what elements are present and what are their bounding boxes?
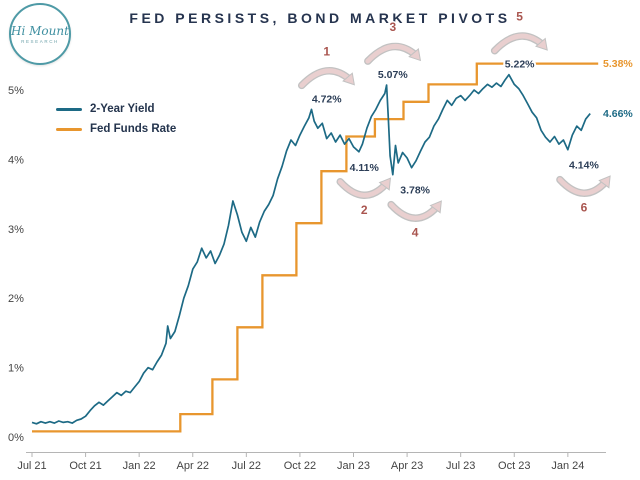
svg-text:Oct 23: Oct 23 <box>498 460 530 472</box>
annotation-value-1: 4.72% <box>312 93 342 105</box>
logo-text-himount: Hi Mount <box>11 23 69 38</box>
svg-text:Jan 22: Jan 22 <box>123 460 156 472</box>
logo-text-research: RESEARCH <box>21 38 59 44</box>
svg-text:Jul 21: Jul 21 <box>17 460 46 472</box>
svg-text:3%: 3% <box>8 224 24 236</box>
svg-text:Apr 22: Apr 22 <box>177 460 209 472</box>
annotation-value-6: 4.14% <box>569 160 599 172</box>
svg-text:0%: 0% <box>8 432 24 444</box>
svg-text:5%: 5% <box>8 85 24 97</box>
end-label-4.66%: 4.66% <box>603 108 633 120</box>
annotation-number-1: 1 <box>323 44 330 58</box>
annotation-number-6: 6 <box>581 201 588 215</box>
svg-text:Jul 23: Jul 23 <box>446 460 475 472</box>
svg-text:Jul 22: Jul 22 <box>232 460 261 472</box>
svg-text:4%: 4% <box>8 154 24 166</box>
legend-item-fed-funds: Fed Funds Rate <box>56 123 176 135</box>
annotation-number-3: 3 <box>389 20 396 34</box>
himount-logo: Hi Mount RESEARCH <box>9 3 71 65</box>
svg-text:Oct 21: Oct 21 <box>69 460 101 472</box>
legend-label-fed-funds: Fed Funds Rate <box>90 123 177 135</box>
end-label-5.38%: 5.38% <box>603 58 633 70</box>
chart-title: FED PERSISTS, BOND MARKET PIVOTS <box>129 10 511 26</box>
svg-text:Apr 23: Apr 23 <box>391 460 423 472</box>
legend-swatch-fed-funds <box>56 127 82 131</box>
svg-text:Jan 24: Jan 24 <box>551 460 584 472</box>
legend-swatch-2yr-yield <box>56 107 82 111</box>
annotation-value-4: 3.78% <box>400 185 430 197</box>
svg-text:2%: 2% <box>8 293 24 305</box>
annotation-value-2: 4.11% <box>350 162 380 174</box>
annotation-number-4: 4 <box>412 226 419 240</box>
annotation-value-5: 5.22% <box>505 59 535 71</box>
annotation-number-2: 2 <box>361 203 368 217</box>
svg-text:Oct 22: Oct 22 <box>284 460 316 472</box>
svg-text:1%: 1% <box>8 363 24 375</box>
legend-item-2yr-yield: 2-Year Yield <box>56 103 176 115</box>
legend: 2-Year Yield Fed Funds Rate <box>56 103 176 135</box>
svg-text:Jan 23: Jan 23 <box>337 460 370 472</box>
annotation-number-5: 5 <box>516 10 523 24</box>
legend-label-2yr-yield: 2-Year Yield <box>90 103 155 115</box>
annotation-value-3: 5.07% <box>378 69 408 81</box>
